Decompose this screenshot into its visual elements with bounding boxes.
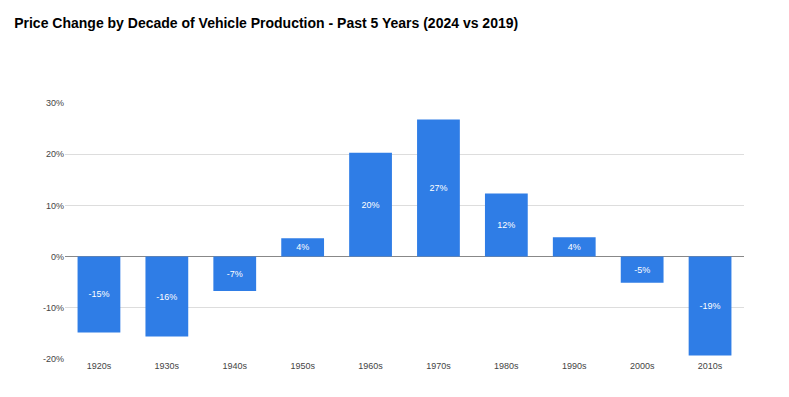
svg-text:20%: 20% xyxy=(362,200,380,210)
svg-text:-10%: -10% xyxy=(43,303,64,313)
svg-text:Price Change by Decade of Vehi: Price Change by Decade of Vehicle Produc… xyxy=(14,15,518,31)
svg-text:-16%: -16% xyxy=(156,292,177,302)
svg-text:1970s: 1970s xyxy=(426,361,451,371)
svg-text:-15%: -15% xyxy=(88,289,109,299)
svg-text:27%: 27% xyxy=(429,183,447,193)
svg-text:1960s: 1960s xyxy=(358,361,383,371)
svg-text:0%: 0% xyxy=(51,252,64,262)
svg-text:-7%: -7% xyxy=(227,269,243,279)
svg-text:1920s: 1920s xyxy=(87,361,112,371)
svg-text:1940s: 1940s xyxy=(222,361,247,371)
svg-text:12%: 12% xyxy=(497,220,515,230)
svg-text:10%: 10% xyxy=(46,201,64,211)
svg-text:1930s: 1930s xyxy=(155,361,180,371)
svg-text:1990s: 1990s xyxy=(562,361,587,371)
svg-text:4%: 4% xyxy=(568,242,581,252)
svg-text:4%: 4% xyxy=(296,242,309,252)
svg-text:30%: 30% xyxy=(46,98,64,108)
svg-text:-20%: -20% xyxy=(43,354,64,364)
svg-text:-5%: -5% xyxy=(634,265,650,275)
svg-text:1980s: 1980s xyxy=(494,361,519,371)
svg-text:1950s: 1950s xyxy=(290,361,315,371)
svg-text:-19%: -19% xyxy=(700,301,721,311)
svg-text:20%: 20% xyxy=(46,149,64,159)
svg-text:2010s: 2010s xyxy=(698,361,723,371)
svg-text:2000s: 2000s xyxy=(630,361,655,371)
